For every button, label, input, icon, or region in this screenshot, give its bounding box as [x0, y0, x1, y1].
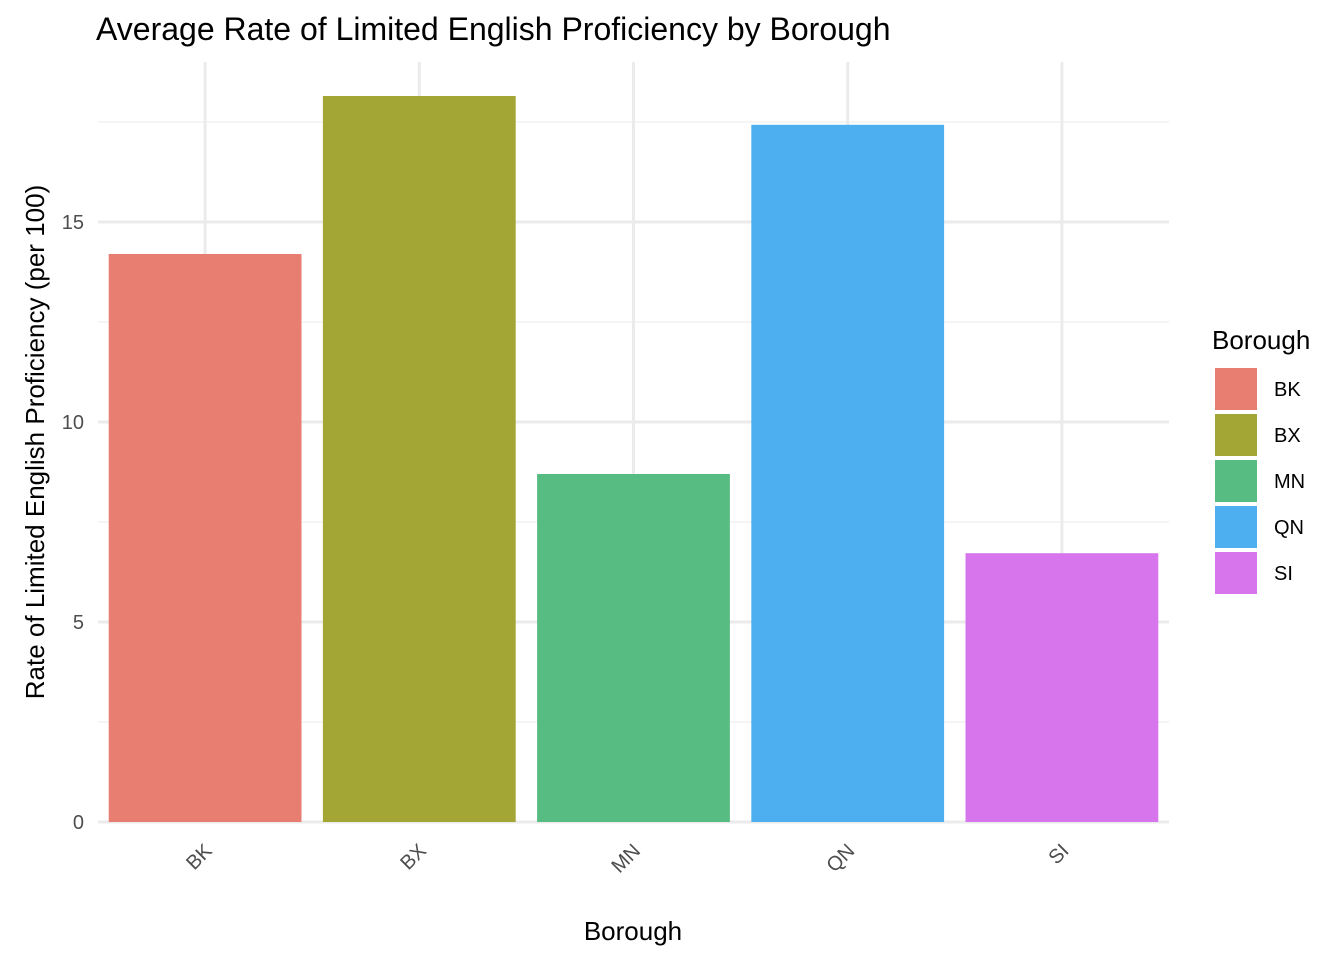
legend-label-bk: BK	[1274, 379, 1301, 401]
legend-key-bx	[1215, 414, 1257, 456]
legend-key-si	[1215, 552, 1257, 594]
x-tick-label: SI	[1045, 840, 1074, 869]
x-axis-ticks: BK BX MN QN SI	[182, 840, 1073, 878]
legend: Borough BK BX MN QN SI	[1212, 325, 1310, 594]
bar-qn	[751, 124, 945, 823]
y-tick-label: 15	[62, 212, 84, 234]
legend-key-qn	[1215, 506, 1257, 548]
y-tick-label: 5	[73, 612, 84, 634]
legend-key-mn	[1215, 460, 1257, 502]
y-tick-label: 10	[62, 412, 84, 434]
bar-mn	[537, 474, 730, 822]
y-tick-label: 0	[73, 812, 84, 834]
legend-label-bx: BX	[1274, 425, 1301, 447]
legend-label-si: SI	[1274, 563, 1293, 585]
y-axis-title: Rate of Limited English Proficiency (per…	[20, 185, 50, 699]
bars-layer	[108, 96, 1159, 823]
x-tick-label: QN	[822, 840, 859, 877]
x-tick-label: BK	[182, 840, 217, 875]
x-tick-label: BX	[396, 840, 430, 874]
legend-label-qn: QN	[1274, 517, 1304, 539]
legend-label-mn: MN	[1274, 471, 1305, 493]
chart-title: Average Rate of Limited English Proficie…	[96, 11, 891, 47]
bar-bk	[108, 254, 302, 822]
legend-title: Borough	[1212, 325, 1310, 355]
bar-si	[965, 553, 1159, 822]
x-tick-label: MN	[607, 840, 645, 878]
x-axis-title: Borough	[584, 916, 682, 946]
y-axis-ticks: 0 5 10 15	[62, 212, 84, 834]
legend-key-bk	[1215, 368, 1257, 410]
bar-bx	[322, 96, 516, 822]
